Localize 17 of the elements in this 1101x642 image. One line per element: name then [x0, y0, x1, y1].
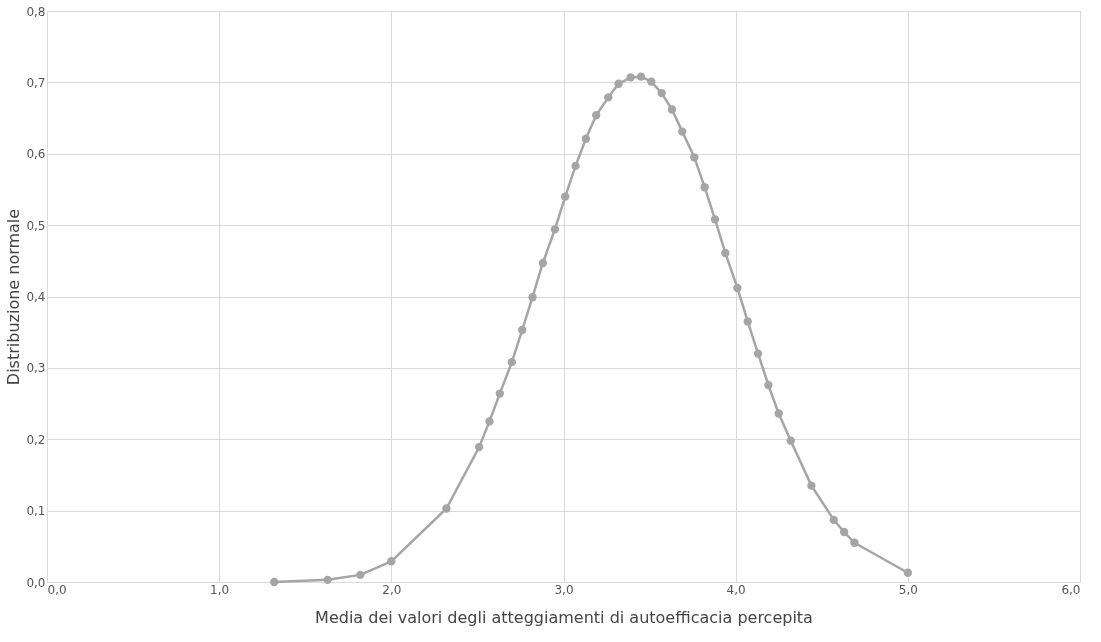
y-tick-label: 0,8 — [26, 4, 46, 19]
y-tick-label: 0,3 — [26, 361, 46, 376]
y-tick-label: 0,1 — [26, 504, 46, 519]
x-tick-label: 5,0 — [898, 582, 918, 597]
x-tick-label: 0,0 — [47, 582, 67, 597]
y-axis-title: Distribuzione normale — [4, 208, 24, 386]
y-tick-label: 0,7 — [26, 75, 46, 90]
y-tick-label: 0,6 — [26, 147, 46, 162]
x-tick-label: 2,0 — [382, 582, 402, 597]
y-tick-label: 0,4 — [26, 290, 46, 304]
x-axis-title: Media dei valori degli atteggiamenti di autoefficacia percepita — [315, 607, 813, 627]
x-tick-label: 4,0 — [726, 582, 746, 597]
x-tick-label: 1,0 — [210, 582, 230, 597]
x-tick-label: 3,0 — [554, 582, 574, 597]
y-tick-label: 0,2 — [26, 432, 46, 447]
x-tick-label: 6,0 — [1061, 582, 1081, 597]
y-tick-label: 0,5 — [26, 218, 46, 233]
